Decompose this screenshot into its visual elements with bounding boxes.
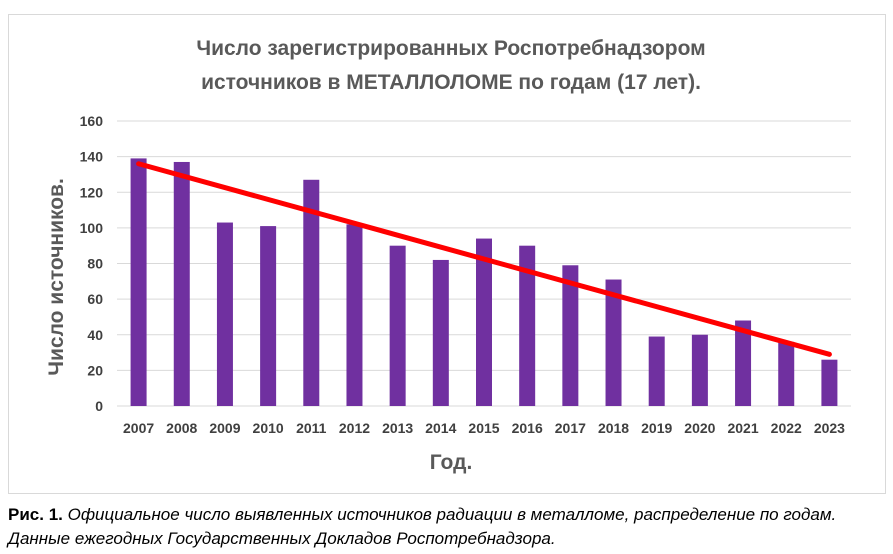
x-tick-label: 2014 bbox=[425, 420, 456, 436]
x-tick-label: 2016 bbox=[512, 420, 543, 436]
bar-2018 bbox=[605, 279, 622, 406]
chart-frame: Число зарегистрированных Роспотребнадзор… bbox=[8, 14, 886, 494]
y-tick-label: 80 bbox=[87, 256, 103, 272]
y-axis-label: Число источников. bbox=[45, 178, 68, 376]
y-tick-label: 140 bbox=[80, 149, 104, 165]
x-tick-label: 2007 bbox=[123, 420, 154, 436]
x-tick-label: 2013 bbox=[382, 420, 413, 436]
trendline bbox=[136, 161, 832, 357]
figure-caption: Рис. 1. Официальное число выявленных ист… bbox=[8, 503, 888, 551]
x-tick-label: 2019 bbox=[641, 420, 672, 436]
chart-title-line-2: источников в МЕТАЛЛОЛОМЕ по годам (17 ле… bbox=[201, 71, 701, 94]
x-tick-label: 2009 bbox=[209, 420, 240, 436]
x-tick-label: 2017 bbox=[555, 420, 586, 436]
bar-2016 bbox=[519, 245, 536, 406]
chart-title-line-1: Число зарегистрированных Роспотребнадзор… bbox=[196, 37, 705, 60]
y-tick-label: 160 bbox=[80, 113, 104, 129]
bar-2019 bbox=[648, 336, 665, 406]
bar-2015 bbox=[476, 238, 492, 406]
x-tick-label: 2012 bbox=[339, 420, 370, 436]
x-axis-ticks: 2007 2008 2009 2010 2011 2012 2013 2014 2015 2016… bbox=[123, 420, 845, 436]
y-tick-label: 20 bbox=[87, 362, 103, 378]
x-tick-label: 2021 bbox=[727, 420, 758, 436]
x-tick-label: 2011 bbox=[296, 420, 327, 436]
bar-2007 bbox=[130, 158, 147, 406]
x-tick-label: 2008 bbox=[166, 420, 197, 436]
trendline-group bbox=[136, 161, 832, 357]
bar-2021 bbox=[735, 320, 752, 406]
x-tick-label: 2015 bbox=[468, 420, 499, 436]
bar-2008 bbox=[173, 161, 190, 406]
y-tick-label: 0 bbox=[95, 398, 103, 414]
bar-2023 bbox=[821, 359, 838, 406]
chart-title: Число зарегистрированных Роспотребнадзор… bbox=[196, 37, 705, 94]
y-tick-label: 40 bbox=[87, 327, 103, 343]
y-tick-label: 60 bbox=[87, 291, 103, 307]
bar-2022 bbox=[778, 341, 795, 406]
x-tick-label: 2020 bbox=[684, 420, 715, 436]
y-tick-label: 120 bbox=[80, 184, 104, 200]
caption-label: Рис. 1. bbox=[8, 505, 63, 524]
bar-2014 bbox=[432, 259, 449, 406]
bar-2017 bbox=[562, 265, 579, 406]
x-axis-label: Год. bbox=[430, 451, 473, 474]
bar-2013 bbox=[389, 245, 406, 406]
bars bbox=[130, 158, 838, 406]
x-tick-label: 2022 bbox=[771, 420, 802, 436]
bar-2012 bbox=[346, 224, 363, 406]
y-axis-ticks: 0 20 40 60 80 100 120 140 160 bbox=[80, 113, 104, 414]
x-tick-label: 2018 bbox=[598, 420, 629, 436]
caption-text: Официальное число выявленных источников … bbox=[8, 505, 837, 548]
bar-2020 bbox=[691, 334, 708, 406]
bar-2011 bbox=[303, 179, 320, 406]
y-tick-label: 100 bbox=[80, 220, 104, 236]
x-tick-label: 2010 bbox=[253, 420, 284, 436]
bar-2010 bbox=[260, 226, 277, 406]
bar-2009 bbox=[216, 222, 233, 406]
bar-chart: Число зарегистрированных Роспотребнадзор… bbox=[45, 37, 851, 474]
x-tick-label: 2023 bbox=[814, 420, 845, 436]
